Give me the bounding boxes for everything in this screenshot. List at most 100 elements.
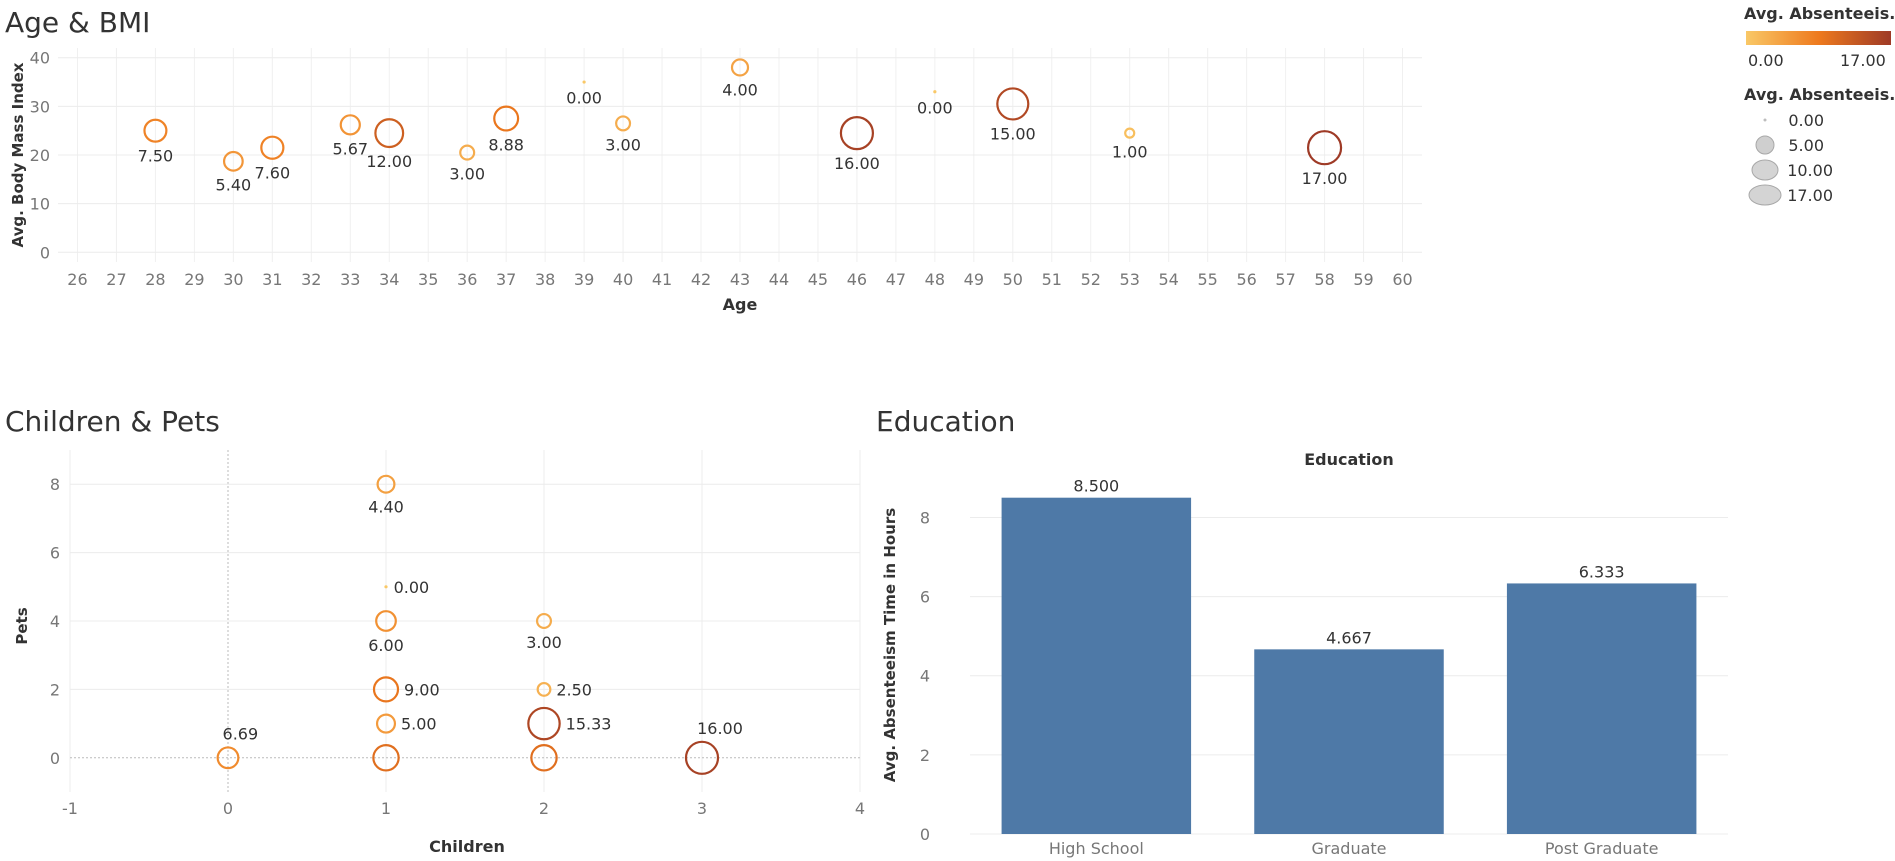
x-tick-label: 2 bbox=[539, 799, 549, 818]
data-point bbox=[530, 744, 558, 772]
data-label: 5.40 bbox=[216, 176, 252, 195]
x-tick-label: 40 bbox=[613, 270, 633, 289]
data-point bbox=[1124, 127, 1136, 139]
x-tick-label: 38 bbox=[535, 270, 555, 289]
age-bmi-title: Age & BMI bbox=[5, 6, 151, 39]
data-point bbox=[384, 585, 388, 589]
age-bmi-chart: 26 27 28 29 30 31 32 33 34 35 36 37 38 39 40 41 42 43 44 45… bbox=[9, 48, 1422, 314]
data-label: 4.00 bbox=[722, 80, 758, 99]
x-tick-label: 45 bbox=[808, 270, 828, 289]
data-label: 12.00 bbox=[366, 152, 412, 171]
data-point bbox=[372, 744, 400, 772]
data-label: 5.00 bbox=[401, 715, 437, 734]
data-point bbox=[372, 676, 400, 703]
x-tick-label: 39 bbox=[574, 270, 594, 289]
data-label: 3.00 bbox=[526, 633, 562, 652]
y-tick-label: 2 bbox=[920, 746, 930, 765]
y-tick-label: 0 bbox=[40, 243, 50, 262]
bar bbox=[1001, 497, 1192, 834]
data-label: 6.69 bbox=[223, 724, 259, 743]
y-tick-label: 4 bbox=[920, 667, 930, 686]
x-tick-label: 57 bbox=[1275, 270, 1295, 289]
size-legend-label-5: 5.00 bbox=[1788, 136, 1824, 155]
data-point bbox=[615, 115, 632, 132]
color-legend-title: Avg. Absenteeis.. bbox=[1744, 4, 1895, 23]
data-label: 3.00 bbox=[605, 135, 641, 154]
data-point bbox=[839, 116, 875, 151]
data-point bbox=[260, 135, 285, 160]
x-tick-label: 31 bbox=[262, 270, 282, 289]
data-label: 17.00 bbox=[1302, 169, 1348, 188]
y-tick-label: 10 bbox=[30, 195, 50, 214]
x-tick-label: 47 bbox=[886, 270, 906, 289]
data-point bbox=[493, 105, 520, 132]
x-axis-title: Age bbox=[723, 295, 758, 314]
y-tick-label: 4 bbox=[50, 612, 60, 631]
data-point bbox=[535, 612, 553, 630]
data-label: 0.00 bbox=[566, 89, 602, 108]
x-tick-label: 1 bbox=[381, 799, 391, 818]
data-label: 5.67 bbox=[332, 139, 368, 158]
y-axis-title: Pets bbox=[13, 607, 31, 644]
y-tick-label: 40 bbox=[30, 49, 50, 68]
data-point bbox=[222, 150, 244, 172]
x-tick-label: 46 bbox=[847, 270, 867, 289]
x-category-label: Post Graduate bbox=[1545, 839, 1659, 858]
x-tick-label: -1 bbox=[62, 799, 78, 818]
x-tick-label: 41 bbox=[652, 270, 672, 289]
x-tick-label: 56 bbox=[1236, 270, 1256, 289]
data-label: 8.88 bbox=[488, 135, 524, 154]
x-tick-label: 59 bbox=[1353, 270, 1373, 289]
data-label: 3.00 bbox=[449, 164, 485, 183]
data-label: 9.00 bbox=[404, 680, 440, 699]
x-tick-label: 36 bbox=[457, 270, 477, 289]
data-point bbox=[730, 58, 750, 77]
data-label: 0.00 bbox=[917, 98, 953, 117]
data-label: 0.00 bbox=[394, 578, 430, 597]
color-ramp bbox=[1746, 31, 1891, 45]
y-tick-label: 0 bbox=[50, 749, 60, 768]
data-label: 16.00 bbox=[697, 719, 743, 738]
x-tick-label: 48 bbox=[925, 270, 945, 289]
x-axis-title: Children bbox=[429, 837, 505, 856]
y-tick-label: 30 bbox=[30, 97, 50, 116]
data-point bbox=[374, 118, 405, 149]
education-title: Education bbox=[876, 405, 1016, 438]
data-label: 16.00 bbox=[834, 154, 880, 173]
bar-value-label: 8.500 bbox=[1073, 477, 1119, 496]
data-label: 2.50 bbox=[556, 680, 592, 699]
x-tick-label: 53 bbox=[1120, 270, 1140, 289]
size-legend-title: Avg. Absenteeis.. bbox=[1744, 85, 1895, 104]
size-legend-label-0: 0.00 bbox=[1788, 111, 1824, 130]
y-tick-label: 0 bbox=[920, 825, 930, 844]
data-point bbox=[536, 681, 552, 697]
data-label: 15.00 bbox=[990, 124, 1036, 143]
size-legend-label-17: 17.00 bbox=[1787, 186, 1833, 205]
size-legend-swatch-10 bbox=[1751, 159, 1779, 181]
y-tick-label: 2 bbox=[50, 680, 60, 699]
x-tick-label: 43 bbox=[730, 270, 750, 289]
data-point bbox=[216, 746, 240, 770]
size-legend: 0.00 5.00 10.00 17.00 bbox=[1748, 111, 1833, 206]
x-tick-label: 28 bbox=[145, 270, 165, 289]
x-tick-label: 35 bbox=[418, 270, 438, 289]
data-point bbox=[582, 80, 586, 84]
data-label: 4.40 bbox=[368, 498, 404, 517]
y-axis-title: Avg. Body Mass Index bbox=[9, 62, 27, 247]
x-tick-label: 44 bbox=[769, 270, 789, 289]
bar-value-label: 6.333 bbox=[1579, 562, 1625, 581]
y-tick-label: 8 bbox=[50, 475, 60, 494]
education-chart: Education 0 2 4 6 8 Avg. Absenteeism Time in H… bbox=[881, 450, 1728, 858]
y-tick-label: 8 bbox=[920, 508, 930, 527]
size-legend-label-10: 10.00 bbox=[1787, 161, 1833, 180]
x-tick-label: 3 bbox=[697, 799, 707, 818]
data-label: 6.00 bbox=[368, 636, 404, 655]
x-category-label: High School bbox=[1049, 839, 1144, 858]
bar bbox=[1506, 583, 1697, 834]
x-tick-label: 27 bbox=[106, 270, 126, 289]
color-legend-max: 17.00 bbox=[1840, 51, 1886, 70]
bar-chart-header: Education bbox=[1304, 450, 1394, 469]
data-point bbox=[996, 87, 1030, 121]
data-point bbox=[459, 144, 476, 161]
data-point bbox=[376, 474, 396, 494]
